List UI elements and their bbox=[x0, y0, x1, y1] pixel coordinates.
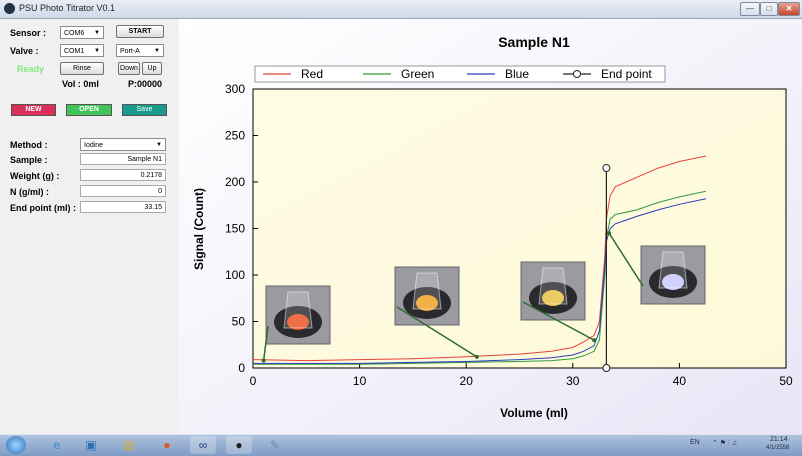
plot-area bbox=[252, 88, 787, 369]
clock-time: 21:14 bbox=[770, 436, 788, 443]
endpoint-marker-top bbox=[602, 164, 611, 173]
flask-photo-mid bbox=[394, 266, 460, 326]
clock-date: 4/1/2558 bbox=[766, 445, 790, 451]
save-button[interactable]: Save bbox=[122, 104, 167, 116]
pointer-arrow bbox=[608, 232, 644, 287]
y-tick-label: 200 bbox=[225, 175, 245, 189]
x-tick-label: 40 bbox=[673, 374, 687, 388]
internet-explorer-icon[interactable]: e bbox=[53, 438, 61, 452]
paint-icon[interactable]: ✎ bbox=[269, 438, 281, 452]
chart-area: Sample N1 0 10 20 30 40 50 0 50 100 150 200 250 300 … bbox=[179, 19, 802, 434]
title-bar: PSU Photo Titrator V0.1 — □ ✕ bbox=[0, 0, 802, 19]
close-button[interactable]: ✕ bbox=[778, 2, 800, 16]
x-axis-label: Volume (ml) bbox=[500, 406, 568, 420]
folder-icon[interactable]: ▤ bbox=[123, 438, 135, 452]
series-line-green bbox=[253, 190, 707, 365]
chevron-down-icon: ▼ bbox=[94, 48, 100, 54]
y-tick-label: 300 bbox=[225, 82, 245, 96]
y-tick-label: 100 bbox=[225, 268, 245, 282]
weight-label: Weight (g) : bbox=[10, 171, 60, 181]
pointer-arrow bbox=[396, 306, 478, 358]
chevron-down-icon: ▼ bbox=[94, 30, 100, 36]
legend-marker bbox=[573, 70, 581, 78]
valve-label: Valve : bbox=[10, 46, 39, 56]
x-tick-label: 10 bbox=[353, 374, 367, 388]
y-axis-label: Signal (Count) bbox=[192, 188, 206, 270]
taskbar: e ▣ ▤ ● ∞ ● ✎ EN ⌃ ⚑ ⫶ ♫ 21:14 4/1/2558 bbox=[0, 434, 802, 456]
arrow-head-icon bbox=[474, 354, 479, 359]
legend-label: End point bbox=[601, 67, 652, 81]
legend-label: Green bbox=[401, 67, 434, 81]
arrow-head-icon bbox=[592, 338, 597, 343]
x-tick-label: 30 bbox=[566, 374, 580, 388]
method-value: Iodine bbox=[84, 142, 104, 149]
sample-label: Sample : bbox=[10, 155, 48, 165]
flask-photo-near-end bbox=[520, 261, 586, 321]
status-text: Ready bbox=[17, 64, 45, 74]
sample-field[interactable]: Sample N1 bbox=[80, 153, 166, 165]
x-tick-label: 50 bbox=[779, 374, 793, 388]
legend-label: Blue bbox=[505, 67, 529, 81]
series-line-blue bbox=[253, 198, 707, 364]
pointer-arrow bbox=[522, 301, 595, 341]
pointer-arrow bbox=[262, 325, 269, 361]
n-label: N (g/ml) : bbox=[10, 187, 49, 197]
app-icon bbox=[4, 3, 15, 14]
volume-readout: Vol : 0ml bbox=[62, 79, 99, 89]
start-button[interactable]: START bbox=[116, 25, 164, 38]
new-button[interactable]: NEW bbox=[11, 104, 56, 116]
firefox-icon[interactable]: ● bbox=[163, 438, 171, 452]
legend-label: Red bbox=[301, 67, 323, 81]
weight-field[interactable]: 0.2178 bbox=[80, 169, 166, 181]
tray-icons[interactable]: ⌃ ⚑ ⫶ ♫ bbox=[712, 440, 737, 447]
flask-photo-start bbox=[265, 285, 331, 345]
titration-chart: Sample N1 0 10 20 30 40 50050100150200250300 … bbox=[179, 19, 802, 434]
n-field[interactable]: 0 bbox=[80, 185, 166, 197]
flask-photo-end bbox=[640, 245, 706, 305]
series-line-red bbox=[252, 155, 707, 362]
up-button[interactable]: Up bbox=[142, 62, 162, 75]
open-button[interactable]: OPEN bbox=[66, 104, 112, 116]
chevron-down-icon: ▼ bbox=[154, 48, 160, 54]
y-tick-label: 50 bbox=[232, 315, 246, 329]
rinse-button[interactable]: Rinse bbox=[60, 62, 104, 75]
legend-box bbox=[254, 65, 666, 83]
media-icon[interactable]: ▣ bbox=[85, 438, 97, 452]
sensor-port-select[interactable]: COM6 ▼ bbox=[60, 26, 104, 39]
endpoint-marker-bottom bbox=[602, 364, 611, 372]
valve-port-value: COM1 bbox=[64, 48, 85, 55]
endpoint-field[interactable]: 33.15 bbox=[80, 201, 166, 213]
sensor-label: Sensor : bbox=[10, 28, 47, 38]
valve-port-select[interactable]: COM1 ▼ bbox=[60, 44, 104, 57]
port-value: Port-A bbox=[120, 48, 140, 55]
y-tick-label: 150 bbox=[225, 222, 245, 236]
chevron-down-icon: ▼ bbox=[156, 142, 162, 148]
app-window: PSU Photo Titrator V0.1 — □ ✕ Sensor : C… bbox=[0, 0, 802, 434]
start-orb-icon[interactable] bbox=[6, 436, 26, 454]
maximize-button[interactable]: □ bbox=[760, 2, 778, 16]
endpoint-label: End point (ml) : bbox=[10, 203, 76, 213]
port-select[interactable]: Port-A ▼ bbox=[116, 44, 164, 57]
y-tick-label: 0 bbox=[238, 361, 245, 375]
window-title: PSU Photo Titrator V0.1 bbox=[19, 3, 116, 13]
infinity-app-icon[interactable]: ∞ bbox=[190, 436, 216, 454]
y-tick-label: 250 bbox=[225, 129, 245, 143]
arrow-head-icon bbox=[261, 358, 266, 363]
chart-legend: Red Green Blue End point bbox=[254, 65, 666, 83]
minimize-button[interactable]: — bbox=[740, 2, 760, 16]
x-tick-label: 20 bbox=[460, 374, 474, 388]
control-panel: Sensor : COM6 ▼ START Valve : COM1 ▼ Port-… bbox=[0, 19, 178, 434]
language-indicator[interactable]: EN bbox=[690, 439, 700, 446]
sensor-port-value: COM6 bbox=[64, 30, 85, 37]
position-readout: P:00000 bbox=[128, 79, 163, 89]
arrow-head-icon bbox=[607, 231, 612, 236]
method-label: Method : bbox=[10, 140, 48, 150]
app-icon-dark[interactable]: ● bbox=[226, 436, 252, 454]
x-tick-label: 0 bbox=[250, 374, 257, 388]
down-button[interactable]: Down bbox=[118, 62, 140, 75]
method-select[interactable]: Iodine ▼ bbox=[80, 138, 166, 151]
chart-title: Sample N1 bbox=[498, 34, 570, 50]
